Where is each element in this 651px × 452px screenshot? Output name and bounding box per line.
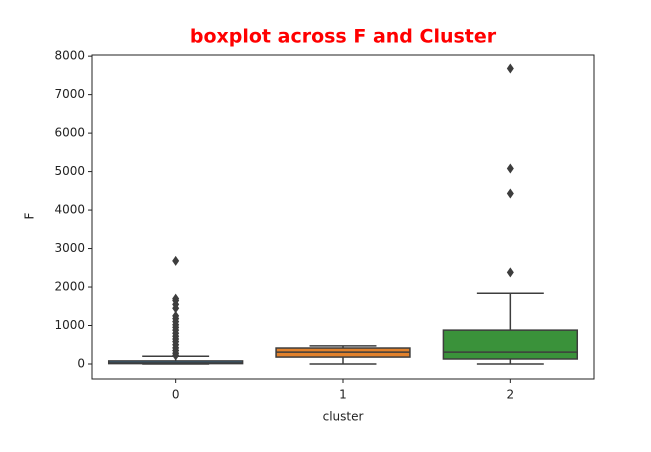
y-tick-label: 7000 (54, 87, 85, 101)
x-tick-label: 1 (339, 388, 347, 402)
outlier (506, 163, 514, 174)
y-axis-label: F (23, 212, 37, 219)
y-tick-label: 8000 (54, 49, 85, 63)
x-axis-label: cluster (323, 410, 364, 424)
y-tick-label: 1000 (54, 318, 85, 332)
box (442, 329, 579, 360)
outlier (506, 63, 514, 74)
outlier (172, 255, 180, 266)
plot-frame (91, 54, 595, 380)
outlier (506, 267, 514, 278)
y-tick-label: 3000 (54, 241, 85, 255)
y-tick-label: 6000 (54, 126, 85, 140)
outlier (172, 293, 180, 304)
chart-title: boxplot across F and Cluster (190, 26, 497, 48)
y-tick-label: 5000 (54, 164, 85, 178)
y-tick-label: 0 (77, 356, 85, 370)
outlier (172, 310, 180, 321)
outlier (506, 188, 514, 199)
x-tick-label: 2 (507, 388, 515, 402)
x-tick-label: 0 (172, 388, 180, 402)
y-tick-label: 4000 (54, 203, 85, 217)
y-tick-label: 2000 (54, 280, 85, 294)
